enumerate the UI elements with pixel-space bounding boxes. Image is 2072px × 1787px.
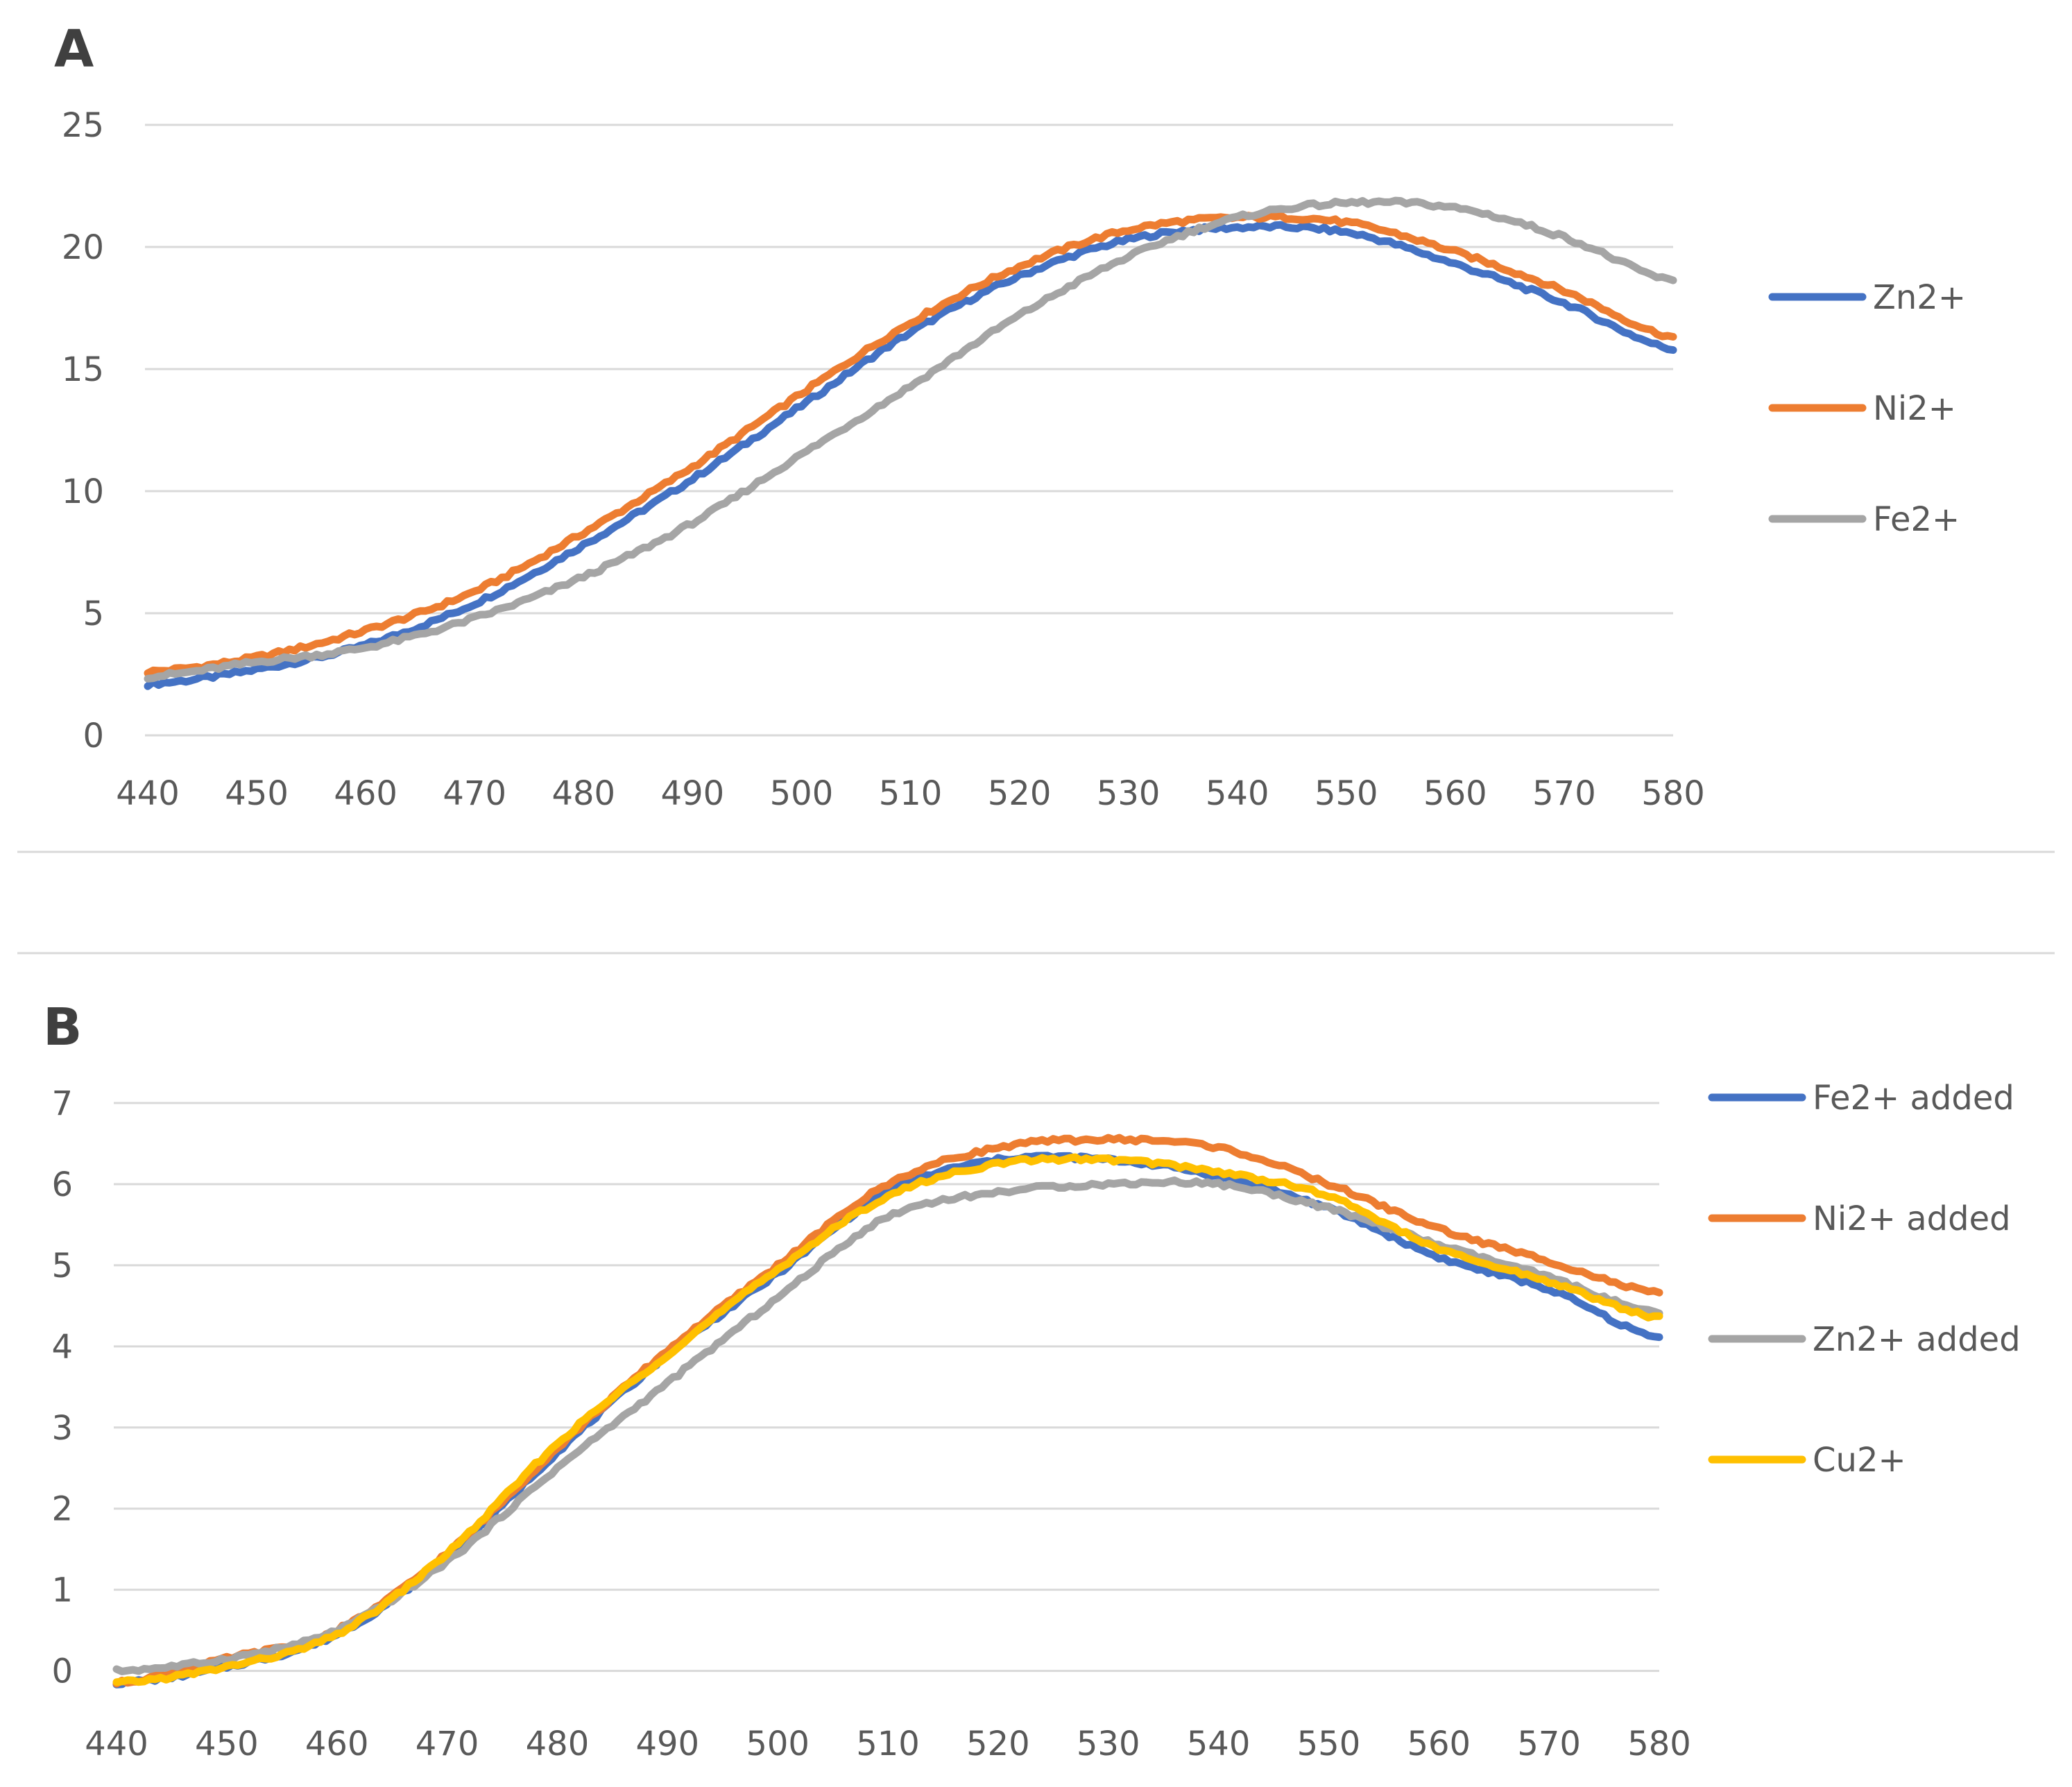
panel-a-x-axis: 440 450 460 470 480 490 500 510 520 530 540 550 560 5…	[116, 774, 1705, 813]
legend-label: Fe2+ added	[1813, 1079, 2014, 1118]
x-tick-label: 490	[635, 1725, 699, 1763]
y-tick-label: 25	[62, 106, 104, 145]
x-tick-label: 460	[334, 774, 397, 813]
panel-b-y-axis: 0 1 2 3 4 5 6 7	[51, 1084, 73, 1691]
x-tick-label: 500	[770, 774, 834, 813]
x-tick-label: 550	[1315, 774, 1378, 813]
x-tick-label: 500	[746, 1725, 810, 1763]
y-tick-label: 1	[51, 1571, 73, 1610]
x-tick-label: 580	[1641, 774, 1705, 813]
x-tick-label: 570	[1532, 774, 1596, 813]
x-tick-label: 440	[116, 774, 180, 813]
x-tick-label: 450	[195, 1725, 259, 1763]
x-tick-label: 560	[1423, 774, 1487, 813]
y-tick-label: 20	[62, 228, 104, 267]
panel-a-gridlines	[145, 123, 1673, 737]
x-tick-label: 550	[1297, 1725, 1361, 1763]
y-tick-label: 5	[83, 595, 104, 633]
panel-a-series	[144, 196, 1677, 690]
panel-b: B 0 1 2 3 4 5 6 7 440 450 460 470 480 490 500 510 520 53…	[43, 998, 2021, 1763]
y-tick-label: 6	[51, 1165, 73, 1204]
y-tick-label: 0	[51, 1652, 73, 1691]
y-tick-label: 2	[51, 1490, 73, 1529]
panel-b-legend: Fe2+ added Ni2+ added Zn2+ added Cu2+	[1708, 1079, 2021, 1480]
panel-b-label: B	[43, 998, 82, 1057]
x-tick-label: 480	[551, 774, 615, 813]
series-line-fe2	[144, 196, 1677, 683]
x-tick-label: 510	[879, 774, 943, 813]
legend-label: Zn2+ added	[1813, 1320, 2021, 1359]
y-tick-label: 15	[62, 350, 104, 389]
x-tick-label: 530	[1077, 1725, 1140, 1763]
panel-b-series	[112, 1134, 1663, 1688]
x-tick-label: 560	[1407, 1725, 1471, 1763]
y-tick-label: 3	[51, 1409, 73, 1448]
x-tick-label: 510	[856, 1725, 920, 1763]
x-tick-label: 520	[966, 1725, 1030, 1763]
x-tick-label: 440	[85, 1725, 148, 1763]
series-line-zn2	[144, 221, 1677, 690]
panel-b-gridlines	[114, 1102, 1659, 1673]
legend-label: Ni2+ added	[1813, 1199, 2011, 1238]
series-line-ni2	[144, 212, 1677, 677]
x-tick-label: 470	[416, 1725, 479, 1763]
legend-label: Fe2+	[1873, 500, 1960, 539]
x-tick-label: 580	[1627, 1725, 1691, 1763]
x-tick-label: 470	[443, 774, 506, 813]
legend-label: Cu2+	[1813, 1441, 1906, 1480]
y-tick-label: 5	[51, 1247, 73, 1285]
x-tick-label: 460	[305, 1725, 369, 1763]
x-tick-label: 520	[988, 774, 1052, 813]
y-tick-label: 7	[51, 1084, 73, 1123]
legend-label: Ni2+	[1873, 389, 1956, 428]
x-tick-label: 450	[225, 774, 289, 813]
panel-a-legend: Zn2+ Ni2+ Fe2+	[1768, 278, 1966, 539]
x-tick-label: 540	[1206, 774, 1269, 813]
x-tick-label: 480	[526, 1725, 590, 1763]
legend-label: Zn2+	[1873, 278, 1966, 317]
y-tick-label: 0	[83, 717, 104, 755]
y-tick-label: 4	[51, 1328, 73, 1367]
x-tick-label: 530	[1097, 774, 1161, 813]
panel-a-label: A	[54, 19, 94, 79]
panel-a-y-axis: 0 5 10 15 20 25	[62, 106, 104, 755]
series-line-cu2	[112, 1153, 1663, 1686]
panel-b-x-axis: 440 450 460 470 480 490 500 510 520 530 540 550 560 5…	[85, 1725, 1691, 1763]
x-tick-label: 570	[1517, 1725, 1581, 1763]
y-tick-label: 10	[62, 472, 104, 511]
x-tick-label: 540	[1187, 1725, 1251, 1763]
x-tick-label: 490	[661, 774, 725, 813]
series-line-fe2-added	[112, 1152, 1663, 1688]
